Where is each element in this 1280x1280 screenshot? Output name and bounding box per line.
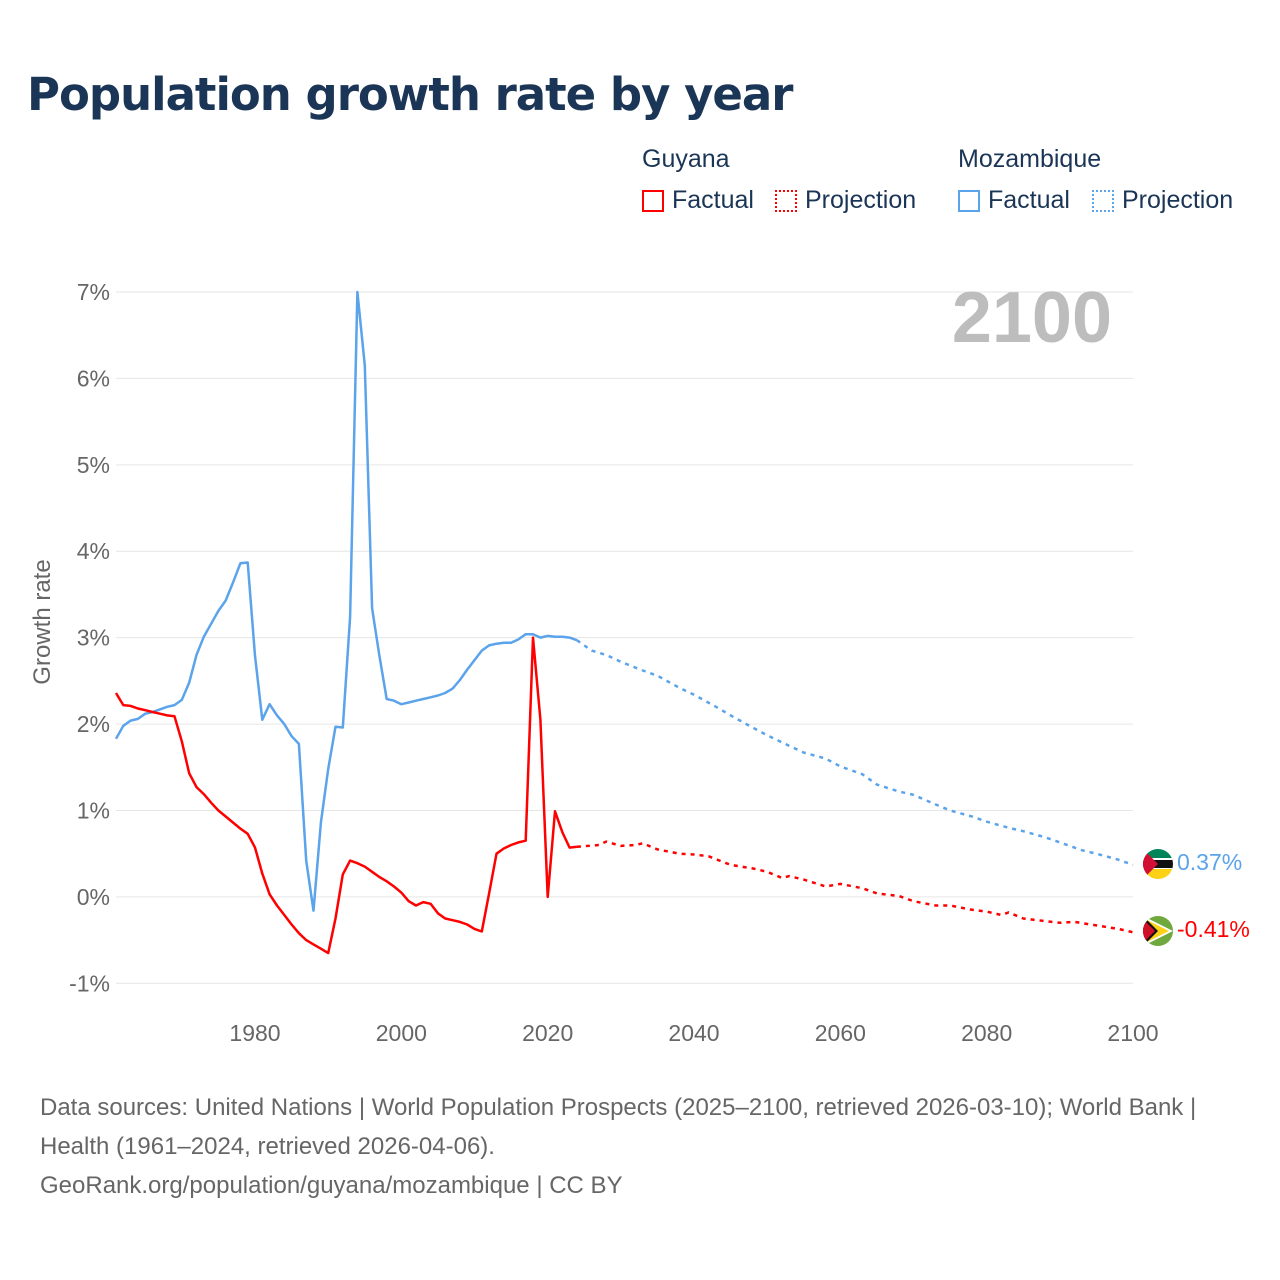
solid-swatch-icon [642, 189, 664, 212]
y-tick-label: 0% [77, 884, 110, 910]
y-tick-label: 3% [77, 625, 110, 651]
mozambique-end-label: 0.37% [1177, 849, 1242, 875]
y-tick-label: 7% [77, 279, 110, 305]
page-title: Population growth rate by year [27, 68, 793, 121]
legend-label: Factual [672, 186, 754, 214]
year-label: 2100 [952, 278, 1112, 358]
legend-label: Factual [988, 186, 1070, 214]
legend-mozambique-factual[interactable]: Factual [958, 186, 1070, 215]
line-chart: -1% 0% 1% 2% 3% 4% 5% 6% 7% 1980 2000 2020 2040 2060 2… [29, 278, 1250, 1046]
x-tick-label: 2100 [1107, 1020, 1158, 1046]
x-tick-label: 2080 [961, 1020, 1012, 1046]
legend-label: Projection [805, 186, 917, 214]
y-tick-label: 1% [77, 797, 110, 823]
x-tick-label: 2060 [815, 1020, 866, 1046]
guyana-factual-line[interactable] [114, 636, 578, 955]
x-tick-label: 2020 [522, 1020, 573, 1046]
y-tick-label: 6% [77, 365, 110, 391]
mozambique-projection-line[interactable] [576, 639, 1134, 867]
dotted-swatch-icon [1092, 189, 1114, 212]
legend-group-guyana: Guyana [642, 145, 730, 173]
credit-link[interactable]: GeoRank.org/population/guyana/mozambique… [40, 1172, 623, 1199]
x-tick-label: 2000 [376, 1020, 427, 1046]
y-tick-label: -1% [69, 970, 110, 996]
guyana-flag-icon [1143, 916, 1173, 946]
x-tick-label: 2040 [668, 1020, 719, 1046]
x-tick-label: 1980 [229, 1020, 280, 1046]
legend-guyana-projection[interactable]: Projection [775, 186, 916, 215]
dotted-swatch-icon [775, 189, 797, 212]
footer: Data sources: United Nations | World Pop… [40, 1088, 1240, 1205]
mozambique-flag-icon [1143, 849, 1173, 879]
y-axis-title: Growth rate [29, 559, 56, 684]
y-tick-label: 5% [77, 452, 110, 478]
data-sources: Data sources: United Nations | World Pop… [40, 1094, 1197, 1160]
guyana-projection-line[interactable] [576, 840, 1134, 934]
y-tick-label: 2% [77, 711, 110, 737]
legend-guyana-factual[interactable]: Factual [642, 186, 754, 215]
legend-label: Projection [1122, 186, 1234, 214]
legend-mozambique-projection[interactable]: Projection [1092, 186, 1233, 215]
mozambique-factual-line[interactable] [114, 290, 578, 912]
solid-swatch-icon [958, 189, 980, 212]
y-tick-label: 4% [77, 538, 110, 564]
legend-group-mozambique: Mozambique [958, 145, 1102, 173]
guyana-end-label: -0.41% [1177, 916, 1250, 942]
